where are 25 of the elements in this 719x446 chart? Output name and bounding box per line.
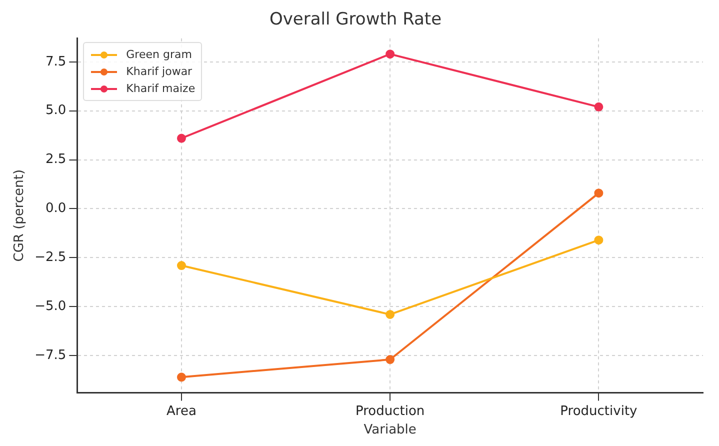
- point: [386, 355, 395, 364]
- y-axis-title: CGR (percent): [12, 169, 28, 262]
- x-tick-label: Productivity: [560, 404, 638, 419]
- y-tick-label: −5.0: [34, 299, 66, 314]
- point: [386, 310, 395, 319]
- point: [594, 102, 604, 112]
- legend-label: Green gram: [126, 47, 192, 64]
- y-tick-label: 2.5: [45, 152, 66, 168]
- y-tick-label: 7.5: [45, 54, 66, 70]
- legend-label: Kharif maize: [126, 81, 196, 98]
- point: [594, 188, 604, 198]
- point: [176, 372, 186, 382]
- y-tick-label: −7.5: [34, 348, 66, 363]
- x-axis-title: Variable: [364, 422, 416, 438]
- point: [386, 50, 395, 59]
- legend-label: Kharif jowar: [126, 64, 192, 80]
- point: [176, 261, 186, 270]
- y-tick-label: 5.0: [45, 103, 66, 118]
- chart-title: Overall Growth Rate: [269, 10, 442, 30]
- point: [176, 134, 186, 143]
- point: [594, 236, 604, 245]
- x-tick-label: Production: [355, 404, 425, 419]
- x-tick-label: Area: [166, 404, 196, 419]
- y-tick-label: −2.5: [34, 250, 66, 266]
- y-tick-label: 0.0: [45, 201, 66, 216]
